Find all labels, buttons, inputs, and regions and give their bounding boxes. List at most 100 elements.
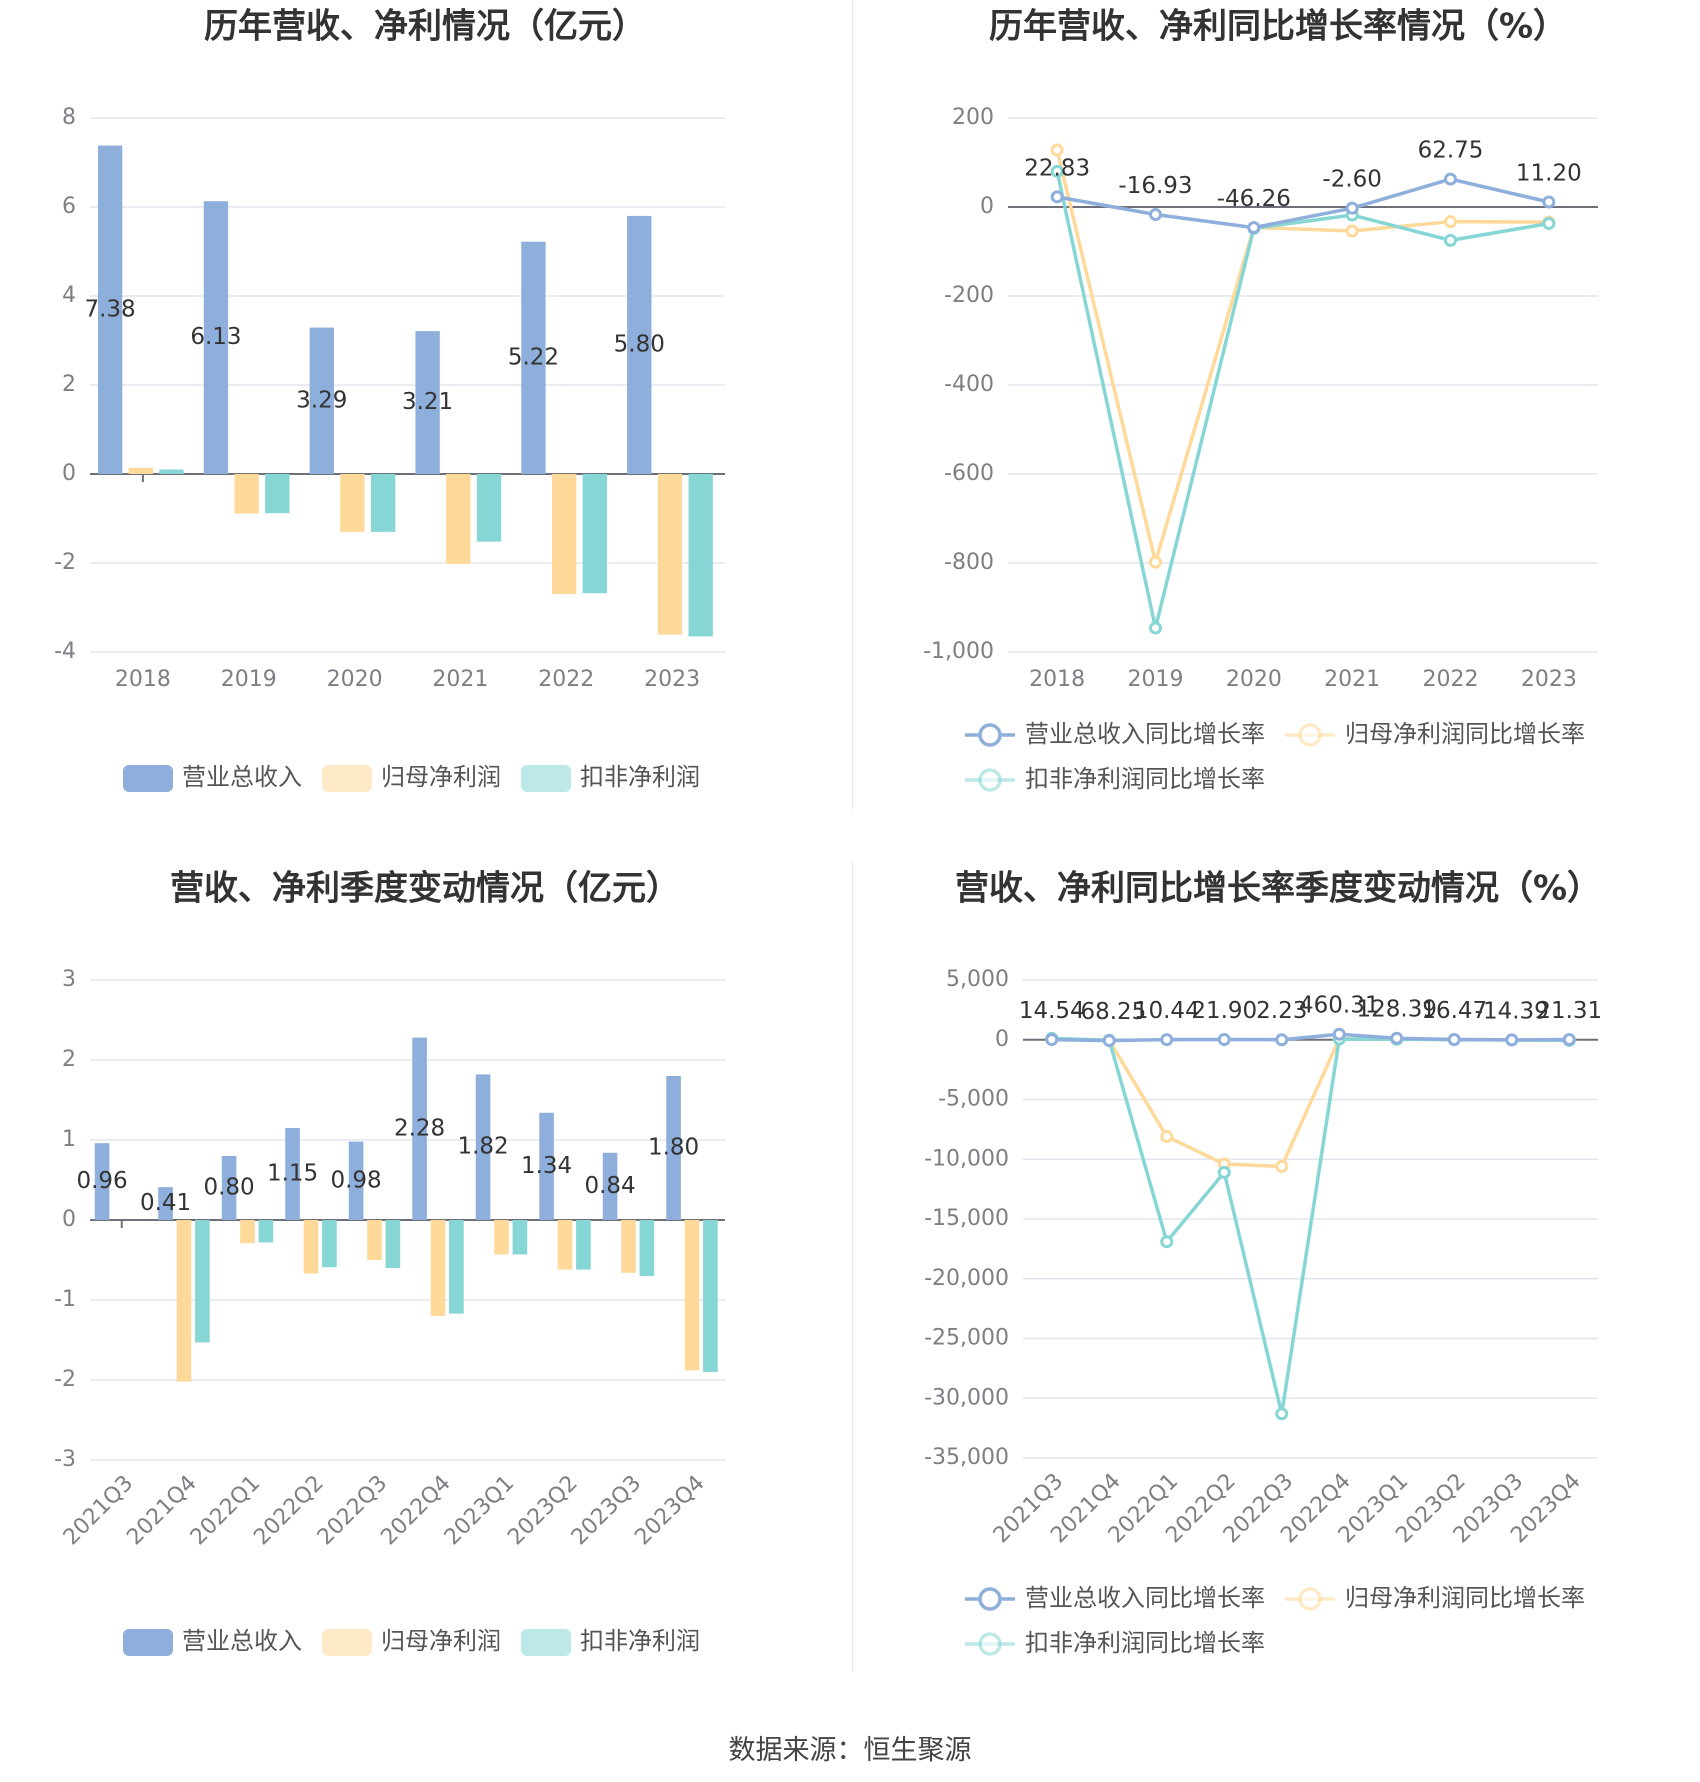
data-source-note: 数据来源：恒生聚源 [728,1735,972,1766]
data-label: 14.54 [1019,998,1085,1024]
y-tick-label: 4 [62,283,76,308]
quarterly-growth-chart: 营收、净利同比增长率季度变动情况（%） 5,000 0 -5,000 -10,000 -1… [924,869,1602,1658]
bar-net-profit [234,474,259,514]
series-point [1275,1407,1289,1421]
y-tick-label: 5,000 [946,967,1009,992]
bar-deducted-profit [512,1220,528,1255]
annual-values-chart: 历年营收、净利情况（亿元） 8 6 4 2 0 -2 -4 2018 2019 2020 2021 20… [54,7,725,792]
chart-title: 历年营收、净利同比增长率情况（%） [989,7,1567,47]
x-tick-label: 2022Q2 [249,1471,328,1550]
legend-label: 归母净利润 [381,763,501,791]
series-point [1444,172,1457,186]
x-tick-label: 2019 [1128,667,1184,692]
bar-revenue [521,241,546,474]
annual-growth-panel: 历年营收、净利同比增长率情况（%） 200 0 -200 -400 -600 -800 -1,… [853,0,1700,860]
x-tick-label: 2021 [1324,667,1380,692]
series-point [1562,1032,1576,1046]
series-point [1345,224,1359,238]
y-tick-label: -200 [944,283,994,308]
data-label: 460.31 [1299,993,1379,1019]
data-label: 7.38 [84,296,135,322]
legend-marker [978,1632,1002,1656]
bar-net-profit [340,474,365,532]
y-tick-label: 0 [980,194,994,219]
data-label: 16.47 [1421,998,1487,1024]
data-label: 0.96 [76,1168,127,1194]
chart-title: 营收、净利同比增长率季度变动情况（%） [955,869,1601,909]
quarterly-values-chart: 营收、净利季度变动情况（亿元）3210-1-2-32021Q32021Q4202… [54,869,725,1656]
x-tick-label: 2023Q3 [567,1471,646,1550]
x-tick-label: 2019 [221,667,277,692]
legend-marker [1298,723,1322,747]
x-tick-label: 2022Q1 [186,1471,265,1550]
panel-divider-bottom [852,860,853,1672]
data-label: -68.25 [1072,999,1146,1025]
x-tick-label: 2021Q3 [59,1471,138,1550]
series-point [1332,1027,1346,1041]
legend-swatch [123,1629,173,1656]
data-label: -16.93 [1118,173,1192,199]
x-tick-label: 2022 [1423,667,1479,692]
y-tick-label: -1,000 [923,639,994,664]
data-label: 22.83 [1024,155,1090,181]
series-point [1505,1033,1519,1047]
chart-title: 历年营收、净利情况（亿元） [204,7,646,47]
data-label: 1.80 [648,1135,699,1161]
bar-revenue [348,1141,364,1220]
bar-net-profit [446,474,471,564]
series-point [1160,1130,1174,1144]
y-tick-label: 2 [62,1047,76,1072]
bar-net-profit [551,474,577,595]
series-point [1217,1165,1231,1179]
y-tick-label: -3 [54,1447,76,1472]
series-line-deducted-profit [1051,1036,1570,1416]
y-tick-label: -30,000 [924,1385,1009,1410]
legend-label: 营业总收入 [182,1627,302,1655]
legend-swatch [521,1629,571,1656]
bar-revenue [666,1076,681,1220]
bar-net-profit [128,467,153,474]
series-point [1160,1235,1174,1249]
bar-deducted-profit [703,1220,718,1372]
legend-label: 营业总收入同比增长率 [1025,720,1265,748]
y-tick-label: 6 [62,194,76,219]
panel-divider-top [852,0,853,810]
x-tick-label: 2022 [538,667,594,692]
data-label: 3.21 [402,389,453,415]
legend-label: 归母净利润同比增长率 [1345,1584,1585,1612]
x-tick-label: 2018 [1029,667,1085,692]
series-line-deducted-profit [1055,171,1550,630]
bar-deducted-profit [159,469,184,474]
x-tick-label: 2021Q4 [122,1471,201,1550]
y-tick-label: -5,000 [938,1087,1009,1112]
series-point [1149,208,1162,222]
y-tick-label: -400 [944,372,994,397]
bar-revenue [203,201,229,474]
x-tick-label: 2022Q4 [376,1471,455,1550]
y-tick-label: 0 [62,1207,76,1232]
bar-deducted-profit [688,474,713,637]
bar-revenue [221,1156,237,1220]
bar-net-profit [303,1220,319,1274]
data-label: 0.84 [584,1173,635,1199]
data-label: 21.31 [1536,998,1602,1024]
bar-revenue [539,1112,554,1220]
series-point [1045,1033,1059,1047]
bar-deducted-profit [258,1220,274,1243]
series-point [1102,1034,1116,1048]
x-tick-label: 2023Q1 [440,1471,519,1550]
data-label: 62.75 [1418,138,1484,164]
bar-deducted-profit [370,474,396,532]
legend-label: 扣非净利润 [580,1627,700,1655]
x-tick-label: 2021 [432,667,488,692]
legend-label: 归母净利润 [381,1627,501,1655]
legend-swatch [123,765,173,792]
data-label: 11.20 [1516,161,1582,187]
x-tick-label: 2022Q3 [313,1471,392,1550]
x-tick-label: 2020 [1226,667,1282,692]
bar-revenue [94,1143,110,1220]
data-label: 10.44 [1134,998,1200,1024]
bar-revenue [475,1074,491,1220]
bar-revenue [285,1128,300,1220]
y-tick-label: -15,000 [924,1206,1009,1231]
